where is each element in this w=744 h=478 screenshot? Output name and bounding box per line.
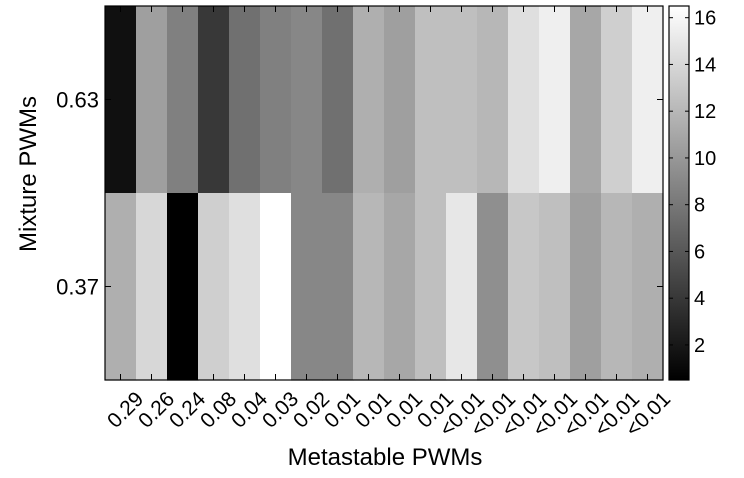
heatmap-cell [291, 193, 323, 381]
colorbar-tick-label: 12 [694, 101, 716, 123]
x-axis-label: Metastable PWMs [288, 444, 483, 471]
heatmap-cell [260, 6, 292, 194]
heatmap-cell [384, 193, 416, 381]
heatmap-cell [136, 193, 168, 381]
heatmap-cell [167, 6, 199, 194]
y-axis-label: Mixture PWMs [15, 96, 42, 252]
heatmap-cell [415, 193, 447, 381]
heatmap-cell [198, 193, 230, 381]
heatmap-cell [229, 193, 261, 381]
colorbar-tick-label: 8 [694, 195, 705, 217]
colorbar-tick-label: 4 [694, 288, 705, 310]
heatmap-cells [105, 6, 664, 381]
heatmap-cell [229, 6, 261, 194]
heatmap-cell [539, 6, 571, 194]
colorbar-tick-label: 2 [694, 335, 705, 357]
heatmap-cell [353, 193, 385, 381]
heatmap-cell [291, 6, 323, 194]
heatmap-cell [260, 193, 292, 381]
heatmap-cell [570, 193, 602, 381]
heatmap-cell [322, 6, 354, 194]
colorbar-tick-label: 14 [694, 54, 716, 76]
heatmap-cell [198, 6, 230, 194]
heatmap-cell [508, 6, 540, 194]
heatmap-cell [167, 193, 199, 381]
heatmap-cell [446, 6, 478, 194]
heatmap-cell [508, 193, 540, 381]
heatmap-cell [477, 193, 509, 381]
heatmap-cell [601, 193, 633, 381]
heatmap-cell [415, 6, 447, 194]
colorbar-tick-group: 2 4 6 8 10 12 14 16 [669, 8, 716, 357]
heatmap-cell [384, 6, 416, 194]
heatmap-cell [539, 193, 571, 381]
y-tick-label: 0.37 [56, 275, 99, 300]
colorbar-tick-label: 10 [694, 148, 716, 170]
y-tick-group: 0.63 0.37 [56, 88, 663, 300]
colorbar-tick-label: 6 [694, 241, 705, 263]
colorbar [668, 5, 690, 381]
heatmap-cell [446, 193, 478, 381]
heatmap-cell [601, 6, 633, 194]
heatmap-cell [136, 6, 168, 194]
colorbar-tick-label: 16 [694, 8, 716, 30]
plot-frame [104, 5, 664, 381]
heatmap-cell [322, 193, 354, 381]
y-tick-label: 0.63 [56, 88, 99, 113]
heatmap-cell [477, 6, 509, 194]
heatmap-cell [570, 6, 602, 194]
heatmap-cell [353, 6, 385, 194]
